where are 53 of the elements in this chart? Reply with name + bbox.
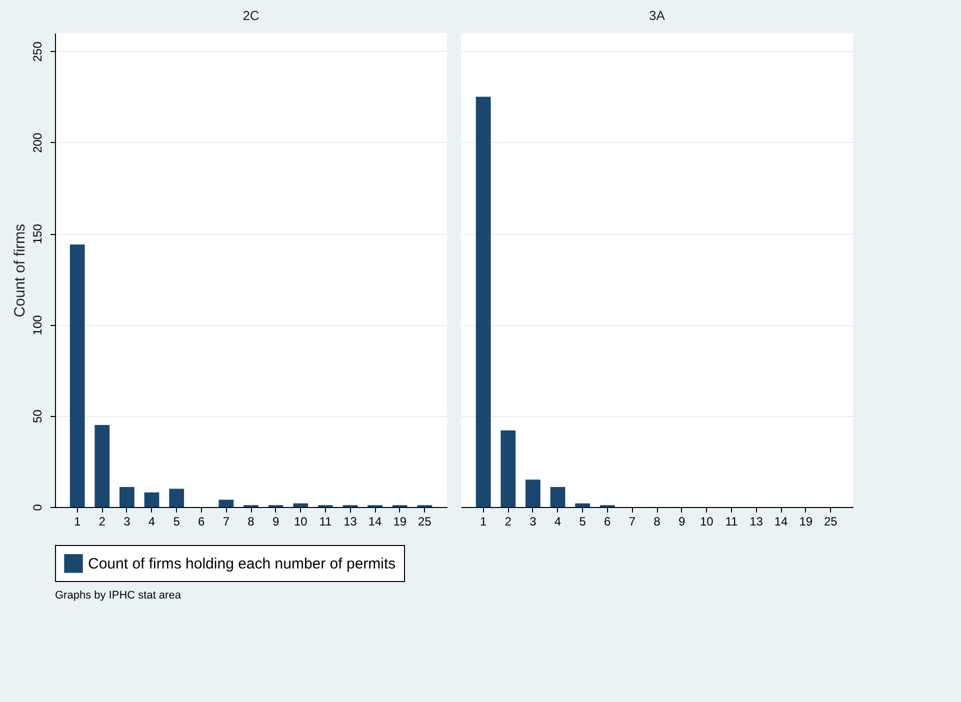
bar	[120, 486, 134, 507]
x-tick-label: 7	[628, 514, 636, 528]
y-tick-label: 150	[30, 224, 44, 244]
text: Graphs by IPHC stat area	[55, 590, 182, 602]
x-tick-label: 3	[124, 514, 131, 528]
x-tick-label: 25	[418, 514, 432, 528]
x-tick-label: 4	[554, 514, 562, 528]
x-tick-label: 2	[504, 514, 512, 528]
bar	[94, 424, 110, 507]
bar	[500, 430, 516, 507]
x-tick-label: 19	[393, 514, 407, 528]
x-tick-label: 2	[98, 514, 106, 528]
bar	[169, 488, 184, 507]
bar	[293, 503, 308, 507]
chart-title: 2C	[242, 8, 260, 23]
chart-title: 3A	[649, 8, 666, 23]
x-tick-label: 4	[148, 514, 156, 528]
x-tick-label: 14	[368, 514, 382, 528]
x-tick-label: 9	[272, 514, 280, 528]
y-axis-title: Count of firms	[12, 224, 28, 318]
bar	[550, 486, 566, 507]
x-tick-label: 9	[678, 514, 686, 528]
y-tick-label: 50	[30, 409, 44, 424]
x-tick-label: 7	[222, 514, 230, 528]
x-tick-label: 19	[799, 514, 813, 528]
bar	[144, 492, 160, 507]
legend-label: Count of firms holding each number of permits	[88, 556, 396, 572]
bar	[575, 503, 590, 507]
x-tick-label: 1	[480, 514, 487, 528]
bar	[526, 480, 540, 507]
x-tick-label: 11	[725, 514, 738, 528]
y-tick-label: 250	[30, 41, 44, 62]
bar	[476, 96, 491, 507]
x-tick-label: 8	[248, 514, 255, 528]
x-tick-label: 3	[530, 514, 537, 528]
x-tick-label: 1	[74, 514, 81, 528]
bar	[70, 244, 85, 507]
x-tick-label: 6	[604, 514, 612, 528]
x-tick-label: 25	[824, 514, 838, 528]
x-tick-label: 8	[654, 514, 661, 528]
y-tick-label: 100	[30, 314, 44, 336]
x-tick-label: 10	[294, 514, 308, 528]
y-tick-label: 200	[30, 132, 44, 153]
x-tick-label: 13	[750, 514, 764, 528]
x-tick-label: 10	[700, 514, 714, 528]
x-tick-label: 5	[173, 514, 180, 528]
x-tick-label: 6	[198, 514, 206, 528]
x-tick-label: 11	[319, 514, 332, 528]
x-tick-label: 14	[774, 514, 788, 528]
x-tick-label: 13	[344, 514, 358, 528]
y-tick-label: 0	[30, 504, 44, 511]
bar	[218, 500, 234, 507]
x-tick-label: 5	[579, 514, 586, 528]
